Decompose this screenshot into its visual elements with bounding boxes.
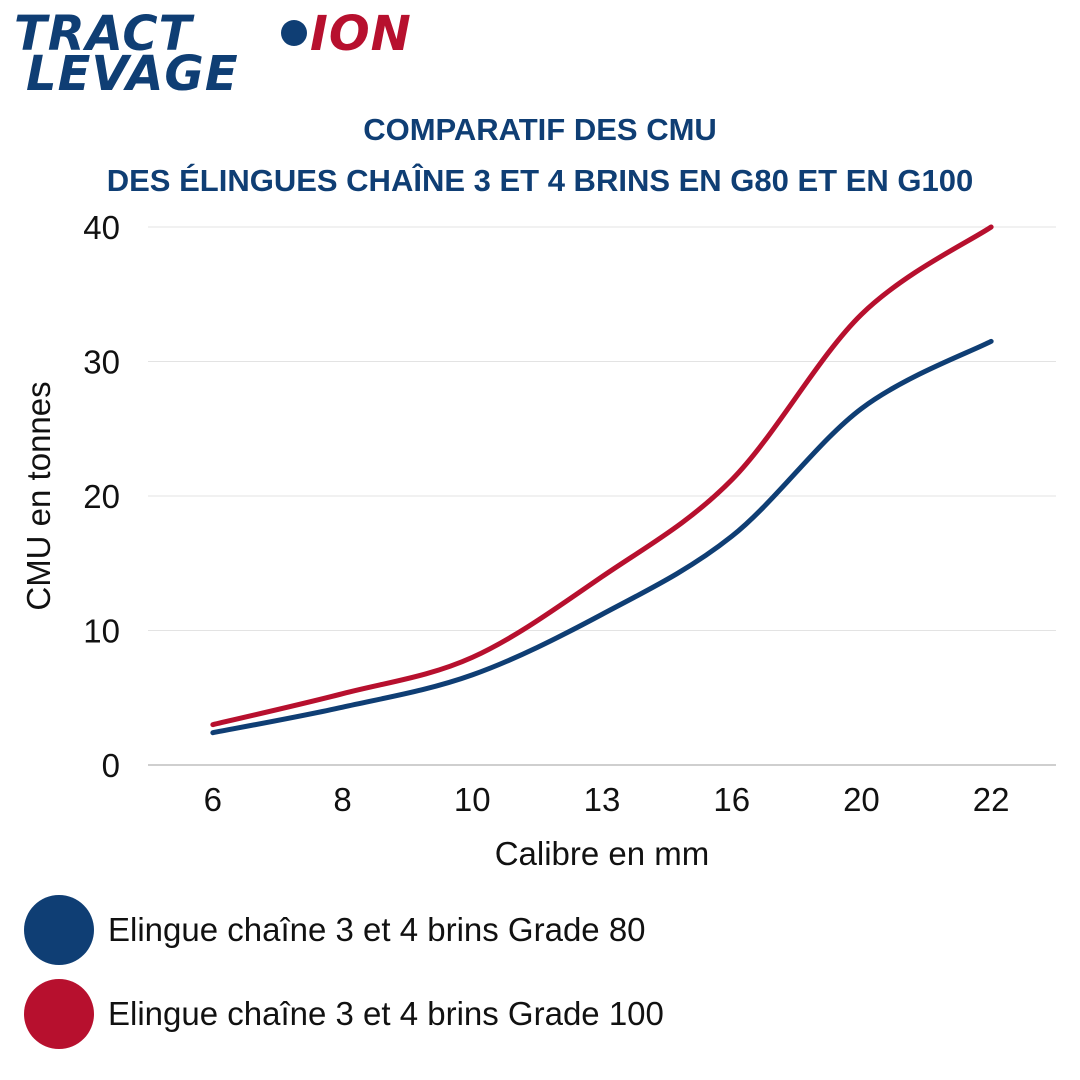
y-axis-title: CMU en tonnes [20, 381, 57, 610]
series-line-1 [210, 224, 994, 728]
x-axis-title: Calibre en mm [495, 835, 710, 872]
y-tick-label: 10 [83, 613, 120, 650]
series-lines [210, 224, 994, 736]
legend-item-grade-100: Elingue chaîne 3 et 4 brins Grade 100 [24, 979, 1064, 1051]
logo-line-2: LEVAGE [26, 46, 239, 94]
series-line-0 [210, 338, 994, 736]
legend-swatch-grade-100 [24, 979, 94, 1049]
logo-line-1-part-1: TRACT [14, 10, 195, 62]
x-tick-label: 20 [843, 781, 880, 818]
line-chart: 0 10 20 30 40 6 8 10 13 16 20 22 Calibre en mm CMU… [20, 209, 1056, 872]
logo-line-1-part-2: ION [310, 10, 412, 62]
legend-item-grade-80: Elingue chaîne 3 et 4 brins Grade 80 [24, 895, 1064, 967]
legend-label-grade-100: Elingue chaîne 3 et 4 brins Grade 100 [108, 995, 664, 1032]
chart-title-line-1: COMPARATIF DES CMU [363, 112, 717, 147]
x-tick-labels: 6 8 10 13 16 20 22 [204, 781, 1010, 818]
y-tick-label: 0 [102, 747, 120, 784]
y-tick-label: 30 [83, 344, 120, 381]
x-tick-label: 10 [454, 781, 491, 818]
legend-label-grade-80: Elingue chaîne 3 et 4 brins Grade 80 [108, 911, 646, 948]
y-tick-labels: 0 10 20 30 40 [83, 209, 120, 784]
x-tick-label: 22 [973, 781, 1010, 818]
legend-swatch-grade-80 [24, 895, 94, 965]
x-tick-label: 8 [333, 781, 351, 818]
logo-dot [281, 20, 307, 46]
x-tick-label: 16 [713, 781, 750, 818]
grid-lines [148, 226, 1056, 766]
chart-title-line-2: DES ÉLINGUES CHAÎNE 3 ET 4 BRINS EN G80 … [106, 163, 974, 198]
x-tick-label: 6 [204, 781, 222, 818]
brand-logo: TRACT ION LEVAGE [12, 6, 432, 102]
y-tick-label: 40 [83, 209, 120, 246]
y-tick-label: 20 [83, 478, 120, 515]
x-tick-label: 13 [584, 781, 621, 818]
